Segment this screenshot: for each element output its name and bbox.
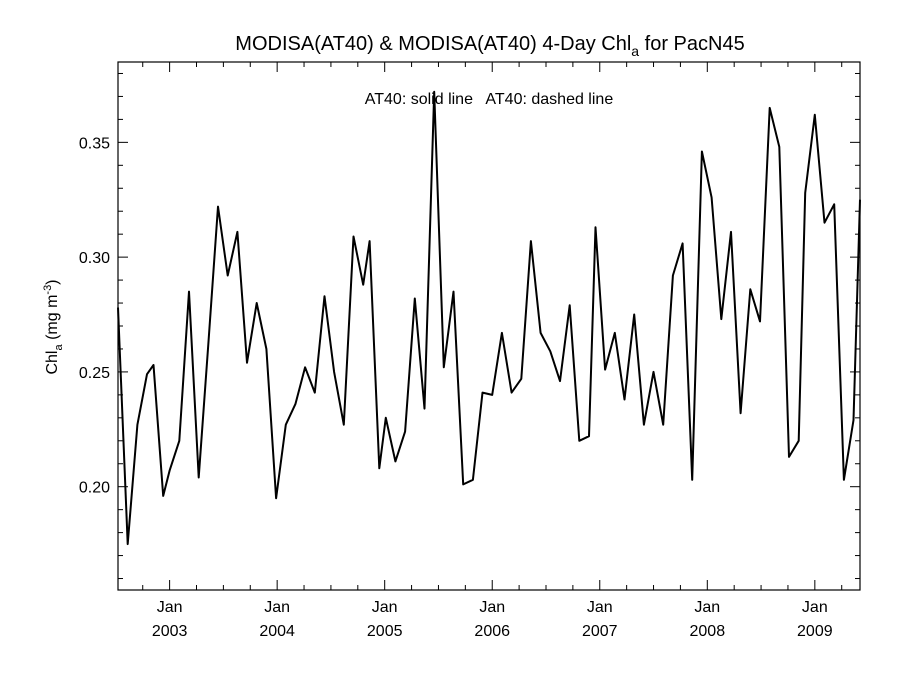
tick-labels: 0.20 0.25 0.30 0.35 Jan 2003 Jan 2004 Jan 2005 Jan… — [79, 135, 833, 640]
x-tick-label-year: 2008 — [690, 623, 726, 640]
y-tick-label: 0.20 — [79, 480, 110, 497]
x-tick-label-year: 2007 — [582, 623, 618, 640]
x-tick-label-year: 2004 — [259, 623, 295, 640]
legend-annotation: AT40: solid line AT40: dashed line — [365, 91, 614, 108]
x-tick-label-month: Jan — [157, 599, 183, 616]
x-tick-label-month: Jan — [694, 599, 720, 616]
y-tick-label: 0.25 — [79, 365, 110, 382]
x-tick-label-month: Jan — [802, 599, 828, 616]
x-tick-label-year: 2006 — [474, 623, 510, 640]
x-tick-label-year: 2005 — [367, 623, 403, 640]
series-line-solid — [117, 90, 861, 546]
axis-ticks — [118, 62, 860, 590]
x-tick-label-month: Jan — [479, 599, 505, 616]
x-tick-label-year: 2003 — [152, 623, 188, 640]
y-tick-label: 0.35 — [79, 135, 110, 152]
x-tick-label-month: Jan — [372, 599, 398, 616]
y-tick-label: 0.30 — [79, 250, 110, 267]
plot-frame — [117, 61, 861, 591]
y-axis-label: Chla (mg m-3) — [42, 279, 65, 374]
x-tick-label-month: Jan — [587, 599, 613, 616]
chart-title: MODISA(AT40) & MODISA(AT40) 4-Day Chla f… — [235, 33, 744, 59]
x-tick-label-year: 2009 — [797, 623, 833, 640]
x-tick-label-month: Jan — [264, 599, 290, 616]
